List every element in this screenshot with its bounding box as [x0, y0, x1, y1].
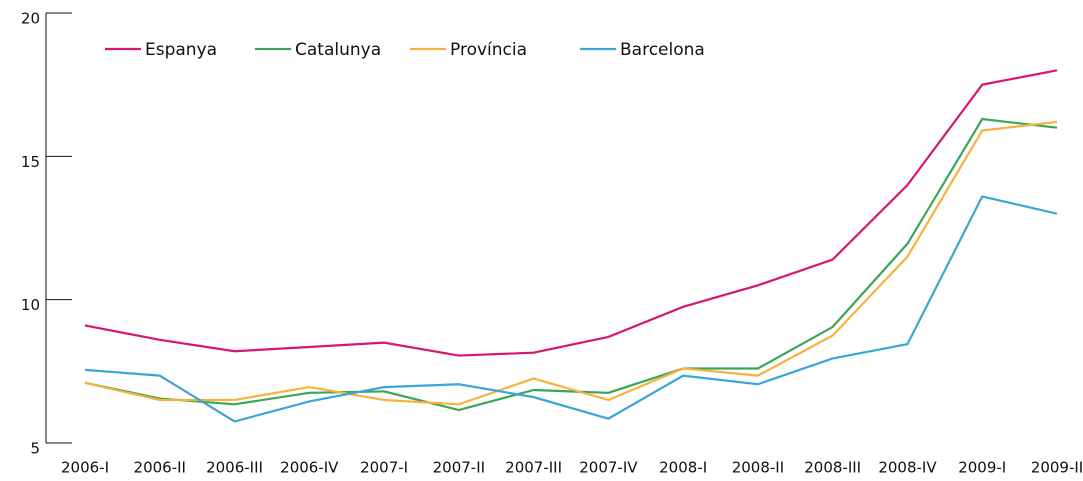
series-line: [84, 69, 1058, 357]
y-tick-label: 15: [21, 153, 40, 171]
y-tick-label: 10: [21, 296, 40, 314]
x-tick-label: 2009-I: [958, 459, 1006, 477]
series-line: [84, 117, 1058, 412]
x-tick-label: 2008-II: [732, 459, 784, 477]
x-tick-label: 2009-II: [1031, 459, 1083, 477]
x-tick-label: 2006-III: [206, 459, 263, 477]
y-tick-label: 5: [30, 440, 40, 458]
x-tick-label: 2006-I: [61, 459, 109, 477]
x-tick-label: 2007-I: [360, 459, 408, 477]
y-tick-label: 20: [21, 10, 40, 28]
x-tick-label: 2008-III: [804, 459, 861, 477]
legend-label: Catalunya: [295, 40, 381, 60]
series-line: [84, 195, 1058, 423]
x-tick-label: 2007-II: [433, 459, 485, 477]
x-tick-label: 2006-II: [134, 459, 186, 477]
x-tick-label: 2008-IV: [878, 459, 937, 477]
x-tick-label: 2007-IV: [579, 459, 638, 477]
x-tick-label: 2006-IV: [280, 459, 339, 477]
legend-label: Barcelona: [620, 40, 705, 60]
legend-label: Província: [450, 40, 527, 60]
series-line: [84, 120, 1058, 406]
x-tick-label: 2008-I: [659, 459, 707, 477]
x-tick-label: 2007-III: [505, 459, 562, 477]
legend-label: Espanya: [145, 40, 217, 60]
